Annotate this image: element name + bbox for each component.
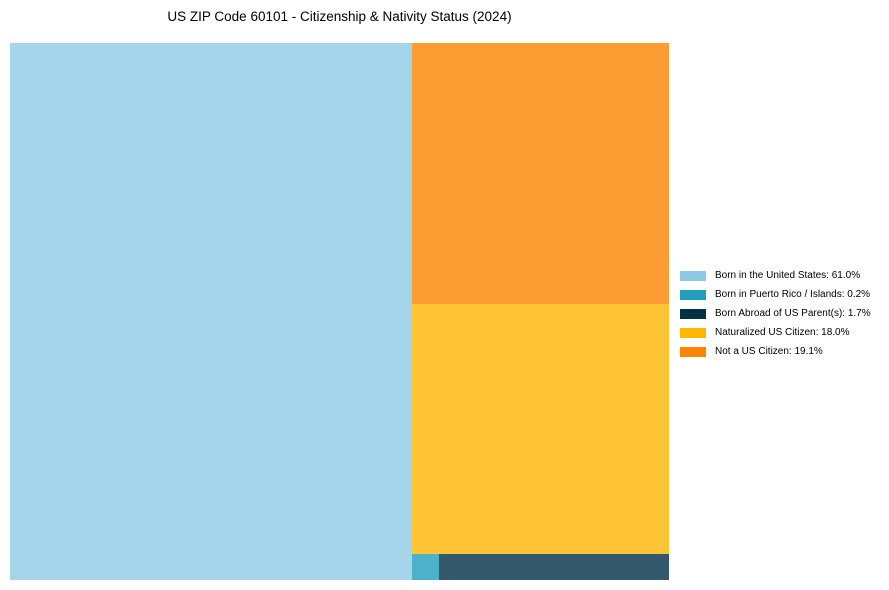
legend-swatch — [680, 289, 706, 300]
legend-swatch — [680, 346, 706, 357]
treemap-tile-born-in-the-united-states — [10, 43, 412, 580]
legend-label: Born Abroad of US Parent(s): 1.7% — [715, 308, 871, 319]
legend-item-born-abroad: Born Abroad of US Parent(s): 1.7% — [680, 304, 871, 323]
legend-label: Not a US Citizen: 19.1% — [715, 346, 823, 357]
legend-label: Born in Puerto Rico / Islands: 0.2% — [715, 289, 871, 300]
legend: Born in the United States: 61.0% Born in… — [680, 266, 871, 361]
legend-label: Naturalized US Citizen: 18.0% — [715, 327, 850, 338]
treemap-tile-born-abroad-of-us-parent-s — [439, 554, 669, 580]
legend-item-born-pr: Born in Puerto Rico / Islands: 0.2% — [680, 285, 871, 304]
legend-swatch — [680, 327, 706, 338]
treemap-plot — [10, 43, 669, 580]
legend-swatch — [680, 308, 706, 319]
chart-title: US ZIP Code 60101 - Citizenship & Nativi… — [167, 9, 512, 24]
legend-item-not-citizen: Not a US Citizen: 19.1% — [680, 342, 871, 361]
treemap-tile-naturalized-us-citizen — [412, 304, 669, 554]
legend-swatch — [680, 270, 706, 281]
legend-item-born-us: Born in the United States: 61.0% — [680, 266, 871, 285]
legend-label: Born in the United States: 61.0% — [715, 270, 861, 281]
treemap-tile-not-a-us-citizen — [412, 43, 669, 304]
treemap-tile-born-in-puerto-rico-islands — [412, 554, 439, 580]
legend-item-naturalized: Naturalized US Citizen: 18.0% — [680, 323, 871, 342]
